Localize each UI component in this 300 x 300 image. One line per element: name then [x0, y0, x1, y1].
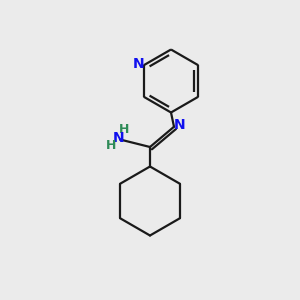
Text: H: H	[119, 122, 130, 136]
Text: H: H	[106, 139, 116, 152]
Text: N: N	[174, 118, 185, 132]
Text: N: N	[113, 131, 124, 145]
Text: N: N	[133, 57, 144, 71]
